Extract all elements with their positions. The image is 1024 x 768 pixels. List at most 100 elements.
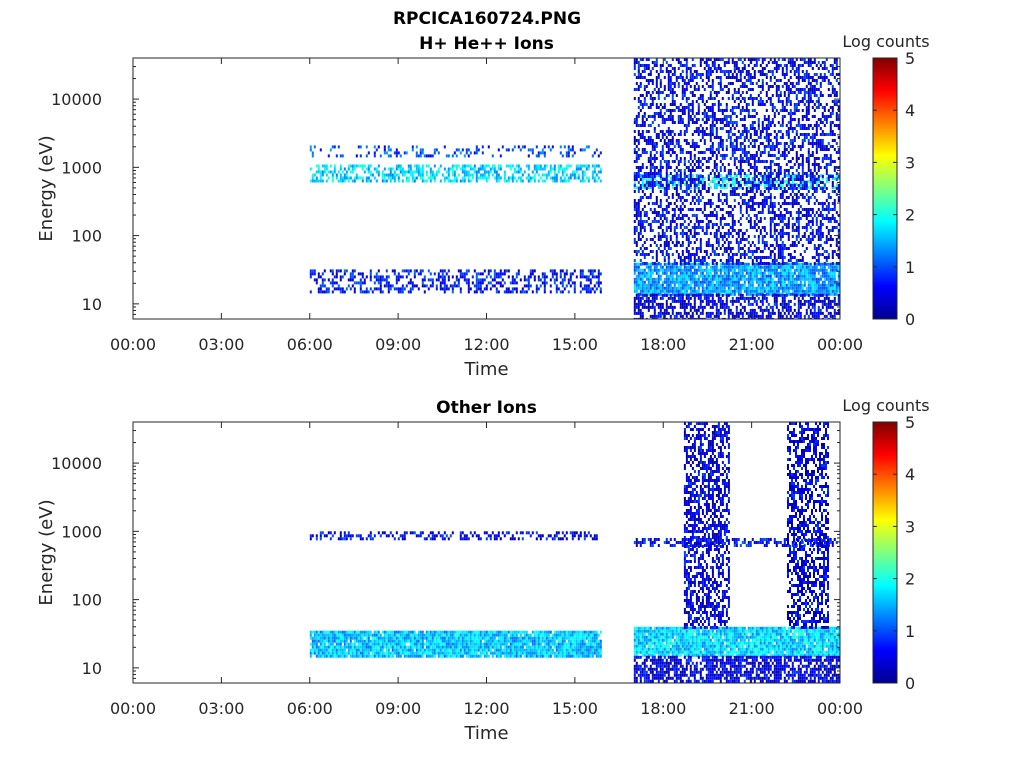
cell bbox=[749, 76, 752, 79]
cell bbox=[693, 302, 696, 306]
cell bbox=[785, 289, 788, 293]
cell bbox=[687, 217, 690, 220]
cell bbox=[729, 289, 732, 293]
cell bbox=[671, 274, 674, 278]
cell bbox=[743, 250, 746, 253]
cell bbox=[731, 183, 734, 186]
cell bbox=[775, 268, 778, 272]
cell bbox=[393, 272, 396, 276]
cell bbox=[635, 302, 638, 306]
cell bbox=[403, 151, 406, 155]
cell bbox=[637, 283, 640, 287]
cell bbox=[567, 148, 570, 152]
cell bbox=[709, 91, 712, 94]
cell bbox=[805, 286, 808, 290]
cell bbox=[671, 160, 674, 163]
cell bbox=[675, 187, 678, 190]
cell bbox=[653, 311, 656, 315]
cell bbox=[489, 275, 492, 279]
cell bbox=[837, 311, 840, 315]
cell bbox=[661, 305, 664, 309]
cell bbox=[761, 302, 764, 306]
cell bbox=[565, 269, 568, 273]
cell bbox=[467, 173, 470, 177]
cell bbox=[683, 268, 686, 272]
cell bbox=[465, 148, 468, 152]
cell bbox=[655, 250, 658, 253]
cell bbox=[827, 283, 830, 287]
cell bbox=[687, 79, 690, 82]
cell bbox=[809, 183, 812, 186]
cell bbox=[771, 317, 774, 319]
cell bbox=[641, 286, 644, 290]
cell bbox=[689, 308, 692, 312]
cell bbox=[745, 277, 748, 281]
cell bbox=[727, 235, 730, 238]
cell bbox=[507, 179, 510, 183]
cell bbox=[671, 265, 674, 269]
cell bbox=[569, 173, 572, 177]
cell bbox=[697, 163, 700, 166]
cell bbox=[725, 199, 728, 202]
cell bbox=[563, 170, 566, 174]
cell bbox=[825, 268, 828, 272]
cell bbox=[755, 112, 758, 115]
cell bbox=[339, 275, 342, 279]
cell bbox=[315, 281, 318, 285]
cell bbox=[741, 124, 744, 127]
cell bbox=[639, 238, 642, 241]
cell bbox=[657, 277, 660, 281]
cell bbox=[487, 170, 490, 174]
cell bbox=[517, 167, 520, 171]
cell bbox=[697, 247, 700, 250]
cell bbox=[805, 311, 808, 315]
cell bbox=[669, 181, 672, 184]
cell bbox=[709, 299, 712, 303]
cell bbox=[705, 262, 708, 265]
cell bbox=[365, 179, 368, 183]
cell bbox=[779, 271, 782, 275]
cell bbox=[667, 160, 670, 163]
cell bbox=[737, 220, 740, 223]
cell bbox=[339, 154, 342, 158]
cell bbox=[675, 76, 678, 79]
cell bbox=[827, 292, 830, 296]
cell bbox=[761, 274, 764, 278]
cell bbox=[583, 173, 586, 177]
cell bbox=[809, 271, 812, 275]
cell bbox=[737, 70, 740, 73]
cell bbox=[423, 154, 426, 158]
cell bbox=[599, 167, 602, 171]
cell bbox=[455, 164, 458, 168]
cell bbox=[645, 211, 648, 214]
cell bbox=[315, 179, 318, 183]
cell bbox=[431, 281, 434, 285]
cell bbox=[511, 179, 514, 183]
cell bbox=[429, 272, 432, 276]
cell bbox=[757, 202, 760, 205]
cell bbox=[743, 160, 746, 163]
cell bbox=[703, 151, 706, 154]
cell bbox=[737, 130, 740, 133]
cell bbox=[733, 314, 736, 318]
cell bbox=[309, 290, 312, 294]
cell bbox=[555, 287, 558, 291]
cell bbox=[715, 311, 718, 315]
cell bbox=[707, 115, 710, 118]
cell bbox=[733, 205, 736, 208]
cell bbox=[537, 151, 540, 155]
cell bbox=[561, 179, 564, 183]
cell bbox=[711, 265, 714, 269]
cell bbox=[675, 178, 678, 181]
cell bbox=[751, 250, 754, 253]
cell bbox=[741, 70, 744, 73]
cell bbox=[809, 311, 812, 315]
cell bbox=[485, 287, 488, 291]
cell bbox=[813, 283, 816, 287]
cell bbox=[745, 79, 748, 82]
cell bbox=[459, 167, 462, 171]
cell bbox=[451, 154, 454, 158]
cell bbox=[673, 109, 676, 112]
cell bbox=[687, 223, 690, 226]
cell bbox=[639, 302, 642, 306]
